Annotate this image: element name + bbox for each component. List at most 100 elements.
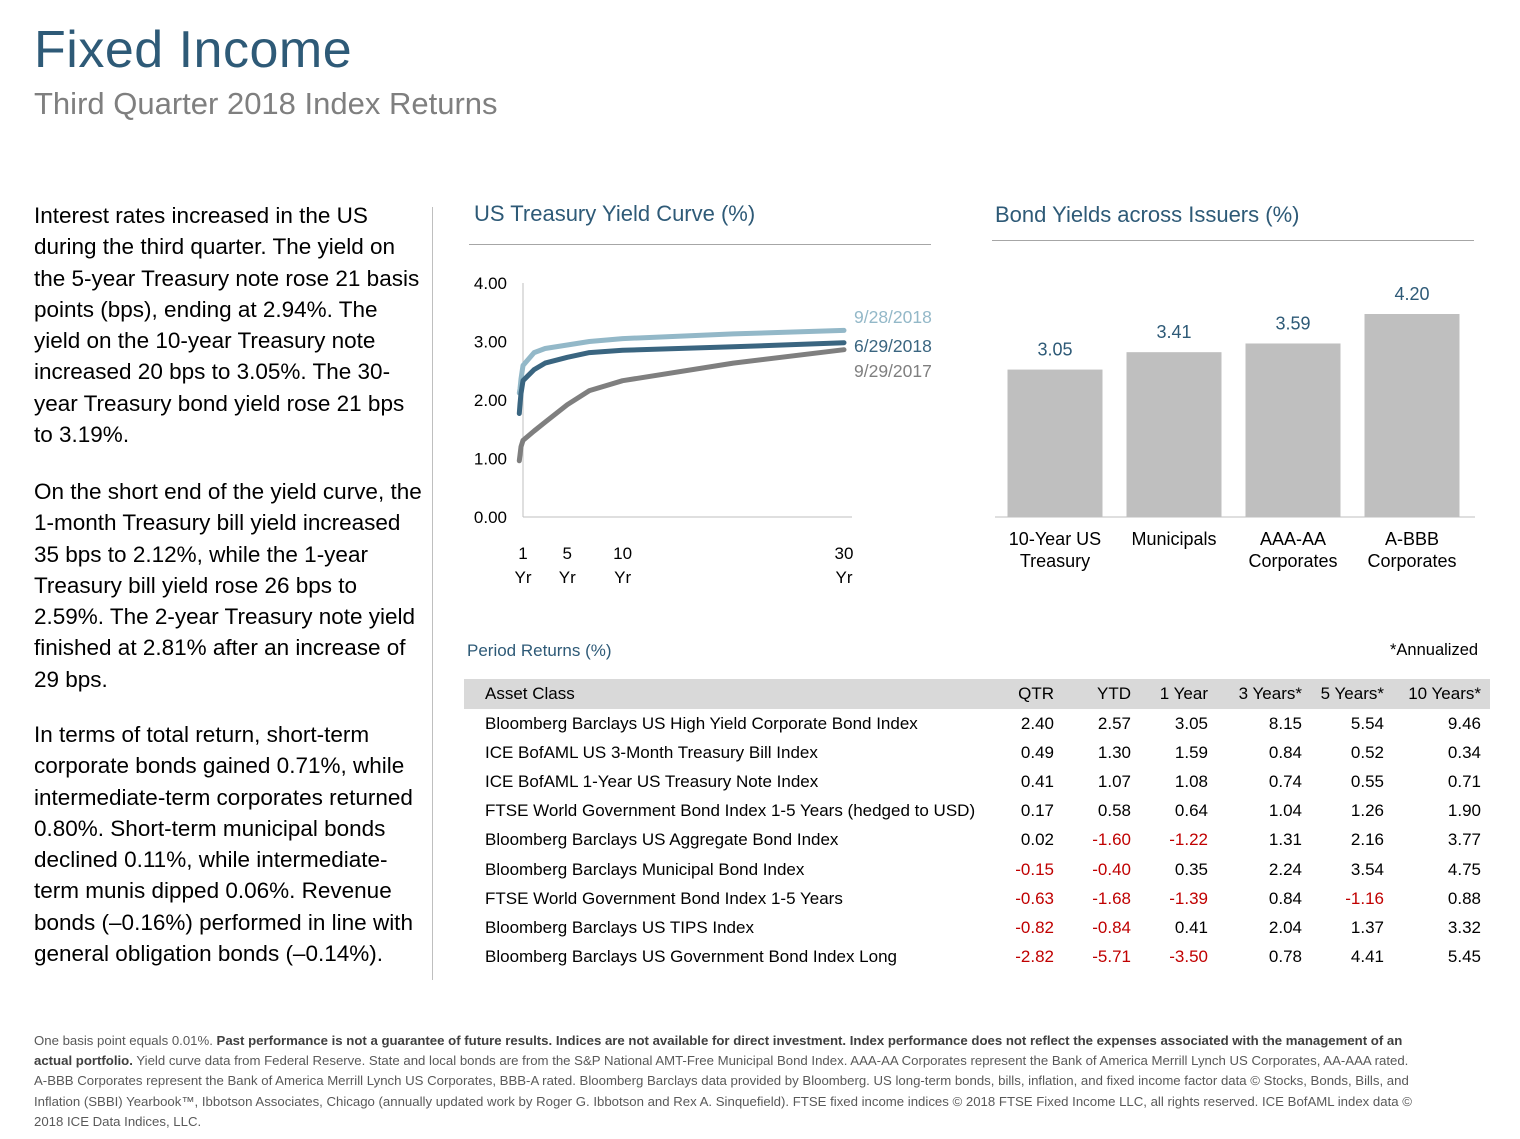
bar-category-label-line2: Corporates xyxy=(1248,551,1337,571)
x-tick-label: 1 xyxy=(518,544,527,563)
bar-category-label: 10-Year US xyxy=(1009,529,1101,549)
footer-text-1: One basis point equals 0.01%. xyxy=(34,1033,217,1048)
bar-category-label: Municipals xyxy=(1131,529,1216,549)
x-tick-unit-label: Yr xyxy=(559,568,576,587)
bond-yield-bar xyxy=(1364,314,1460,517)
return-value: 4.41 xyxy=(1350,947,1384,967)
table-row: Bloomberg Barclays Municipal Bond Index -… xyxy=(464,855,1490,884)
header-3-years: 3 Years* xyxy=(1208,679,1302,709)
return-value: 1.37 xyxy=(1350,917,1384,937)
return-value: -3.50 xyxy=(1169,947,1208,967)
asset-class-name: Bloomberg Barclays Municipal Bond Index xyxy=(485,859,805,879)
asset-class-name: Bloomberg Barclays US High Yield Corpora… xyxy=(485,713,918,733)
yield-curve-title: US Treasury Yield Curve (%) xyxy=(474,201,756,226)
bond-yield-bar xyxy=(1007,369,1103,517)
bar-value-label: 4.20 xyxy=(1394,284,1429,304)
yield-series-label: 6/29/2018 xyxy=(854,336,932,356)
row-spacer xyxy=(1481,884,1490,913)
return-value: -1.39 xyxy=(1169,888,1208,908)
return-value: 0.49 xyxy=(1020,742,1054,762)
return-value: 0.74 xyxy=(1268,771,1302,791)
return-value: 0.84 xyxy=(1268,742,1302,762)
page-title: Fixed Income xyxy=(34,21,353,79)
row-spacer xyxy=(1481,943,1490,972)
return-value: -1.60 xyxy=(1092,830,1131,850)
row-spacer xyxy=(1481,797,1490,826)
bond-yield-bar xyxy=(1245,343,1341,517)
asset-class-name: Bloomberg Barclays US Government Bond In… xyxy=(485,947,898,967)
return-value: 0.58 xyxy=(1097,801,1131,821)
return-value: 0.71 xyxy=(1447,771,1481,791)
return-value: 1.90 xyxy=(1447,801,1481,821)
table-row: Bloomberg Barclays US Aggregate Bond Ind… xyxy=(464,826,1490,855)
header-1-year: 1 Year xyxy=(1131,679,1208,709)
return-value: 0.52 xyxy=(1350,742,1384,762)
return-value: 0.41 xyxy=(1020,771,1054,791)
footer-disclosure: One basis point equals 0.01%. Past perfo… xyxy=(34,1031,1414,1132)
asset-class-name: FTSE World Government Bond Index 1-5 Yea… xyxy=(485,888,843,908)
header-asset-class: Asset Class xyxy=(464,679,996,709)
header-ytd: YTD xyxy=(1054,679,1131,709)
bar-value-label: 3.59 xyxy=(1275,313,1310,333)
return-value: 3.05 xyxy=(1174,713,1208,733)
asset-class-name: ICE BofAML 1-Year US Treasury Note Index xyxy=(485,771,819,791)
return-value: 1.30 xyxy=(1097,742,1131,762)
return-value: 0.88 xyxy=(1447,888,1481,908)
bond-yield-bar xyxy=(1126,352,1222,517)
return-value: -1.22 xyxy=(1169,830,1208,850)
footer-bold-text: Past performance is not a guarantee of f… xyxy=(34,1033,1403,1069)
table-row: Bloomberg Barclays US TIPS Index -0.82 -0.… xyxy=(464,913,1490,942)
return-value: 0.02 xyxy=(1020,830,1054,850)
return-value: 0.17 xyxy=(1020,801,1054,821)
return-value: 9.46 xyxy=(1447,713,1481,733)
period-returns-table: Asset Class QTR YTD 1 Year 3 Years* 5 Ye… xyxy=(464,679,1490,972)
return-value: 3.32 xyxy=(1447,917,1481,937)
row-spacer xyxy=(1481,767,1490,796)
return-value: -0.82 xyxy=(1015,917,1054,937)
return-value: 3.77 xyxy=(1447,830,1481,850)
table-row: Bloomberg Barclays US High Yield Corpora… xyxy=(464,709,1490,738)
x-tick-unit-label: Yr xyxy=(515,568,532,587)
return-value: 8.15 xyxy=(1268,713,1302,733)
return-value: 2.16 xyxy=(1350,830,1384,850)
commentary-paragraph-3: In terms of total return, short-term cor… xyxy=(34,722,413,967)
table-row: FTSE World Government Bond Index 1-5 Yea… xyxy=(464,797,1490,826)
yield-series-label: 9/28/2018 xyxy=(854,307,932,327)
return-value: 0.35 xyxy=(1174,859,1208,879)
bond-yields-title: Bond Yields across Issuers (%) xyxy=(995,202,1300,227)
row-spacer xyxy=(1481,709,1490,738)
return-value: 5.54 xyxy=(1350,713,1384,733)
yield-series-line xyxy=(516,340,847,416)
asset-class-name: Bloomberg Barclays US TIPS Index xyxy=(485,917,754,937)
return-value: 0.78 xyxy=(1268,947,1302,967)
yield-curve-chart: 4.00 3.00 2.00 1.00 0.00 1 Yr 5 Yr 10 Yr 30 Yr 9/28/… xyxy=(474,274,932,587)
return-value: 0.84 xyxy=(1268,888,1302,908)
return-value: -1.16 xyxy=(1345,888,1384,908)
commentary-paragraph-1: Interest rates increased in the US durin… xyxy=(34,203,420,448)
x-tick-label: 30 xyxy=(835,544,854,563)
header-10-years: 10 Years* xyxy=(1384,679,1481,709)
x-tick-unit-label: Yr xyxy=(614,568,631,587)
return-value: 0.55 xyxy=(1350,771,1384,791)
return-value: 3.54 xyxy=(1350,859,1384,879)
yield-series-label: 9/29/2017 xyxy=(854,361,932,381)
page-subtitle: Third Quarter 2018 Index Returns xyxy=(34,86,498,121)
column-divider xyxy=(432,207,433,980)
y-tick-label: 1.00 xyxy=(474,450,507,469)
return-value: 0.64 xyxy=(1174,801,1208,821)
asset-class-name: Bloomberg Barclays US Aggregate Bond Ind… xyxy=(485,830,839,850)
table-row: Bloomberg Barclays US Government Bond In… xyxy=(464,943,1490,972)
table-row: FTSE World Government Bond Index 1-5 Yea… xyxy=(464,884,1490,913)
bond-yields-title-rule xyxy=(992,240,1474,241)
header-spacer xyxy=(1481,679,1490,709)
return-value: -2.82 xyxy=(1015,947,1054,967)
table-row: ICE BofAML US 3-Month Treasury Bill Inde… xyxy=(464,738,1490,767)
annualized-note: *Annualized xyxy=(1390,641,1479,659)
return-value: -0.84 xyxy=(1092,917,1131,937)
return-value: 2.24 xyxy=(1268,859,1302,879)
period-returns-title: Period Returns (%) xyxy=(467,641,612,660)
return-value: 1.31 xyxy=(1268,830,1302,850)
y-tick-label: 4.00 xyxy=(474,274,507,293)
return-value: 1.26 xyxy=(1350,801,1384,821)
x-tick-label: 5 xyxy=(563,544,572,563)
